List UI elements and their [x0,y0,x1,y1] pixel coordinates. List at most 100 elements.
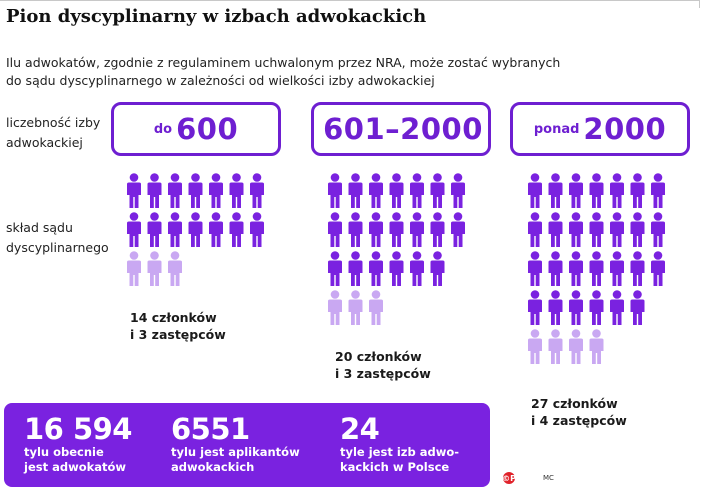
member-icon [630,290,645,325]
stat-label-line-1: tylu jest aplikantów [171,445,300,459]
caption-deputies: i 3 zastępców [335,366,431,381]
member-icon [548,290,563,325]
member-icon [229,212,244,247]
member-icon [410,212,424,247]
people-group-over-2000 [527,173,671,368]
stat-label-line-2: jest adwokatów [24,460,127,474]
group-caption-over-2000: 27 członków i 4 zastępców [531,395,627,429]
member-icon [651,251,665,286]
size-number: 600 [176,112,239,146]
member-icon [651,173,665,208]
member-icon [147,212,162,247]
chart-subtitle: Ilu adwokatów, zgodnie z regulaminem uch… [6,54,646,90]
member-icon [389,173,404,208]
stat-value: 24 [340,412,380,446]
row-label-size: liczebność izby adwokackiej [6,113,100,153]
member-icon [569,290,583,325]
size-number: 2000 [583,112,667,146]
member-icon [250,212,264,247]
deputy-icon [589,329,604,364]
caption-members: 27 członków [531,396,618,411]
member-icon [348,251,363,286]
group-caption-601-2000: 20 członków i 3 zastępców [335,348,431,382]
member-icon [630,251,645,286]
pictogram-svg [127,173,264,286]
member-icon [389,212,404,247]
member-icon [328,251,342,286]
row-label-size-line-1: liczebność izby [6,115,101,130]
member-icon [369,212,383,247]
member-icon [451,212,465,247]
member-icon [589,251,604,286]
member-icon [430,173,445,208]
member-icon [127,212,141,247]
row-label-court-line-1: skład sądu [6,220,73,235]
chart-title: Pion dyscyplinarny w izbach adwokackich [6,6,427,27]
member-icon [348,173,363,208]
member-icon [589,290,604,325]
member-icon [168,173,182,208]
deputy-icon [548,329,563,364]
member-icon [430,212,445,247]
deputy-icon [127,251,141,286]
stat-chambers: 24 tyle jest izb adwo- kackich w Polsce [340,413,459,475]
pap-logo: ©P [502,472,517,484]
size-box-up-to-600: do 600 [111,102,281,156]
member-icon [569,212,583,247]
member-icon [168,212,182,247]
caption-deputies: i 4 zastępców [531,413,627,428]
member-icon [369,251,383,286]
member-icon [127,173,141,208]
member-icon [147,173,162,208]
stat-trainees: 6551 tylu jest aplikantów adwokackich [171,413,300,475]
member-icon [548,173,563,208]
member-icon [430,251,445,286]
size-prefix: ponad [533,121,580,137]
member-icon [528,173,542,208]
people-group-601-2000 [327,173,471,329]
member-icon [209,212,223,247]
member-icon [188,212,203,247]
member-icon [451,173,465,208]
stat-value: 6551 [171,412,250,446]
caption-deputies: i 3 zastępców [130,327,226,342]
member-icon [188,173,203,208]
stat-label-line-2: kackich w Polsce [340,460,450,474]
stat-advocates: 16 594 tylu obecnie jest adwokatów [24,413,133,475]
member-icon [328,212,342,247]
subtitle-line-2: do sądu dyscyplinarnego w zależności od … [6,73,435,88]
size-number: 601–2000 [323,112,483,146]
stat-label-line-1: tyle jest izb adwo- [340,445,459,459]
deputy-icon [369,290,383,325]
member-icon [610,251,624,286]
member-icon [589,212,604,247]
row-label-court: skład sądu dyscyplinarnego [6,218,109,258]
size-prefix: do [153,121,173,137]
member-icon [651,212,665,247]
row-label-size-line-2: adwokackiej [6,135,83,150]
top-rule [0,0,700,8]
member-icon [528,251,542,286]
member-icon [569,251,583,286]
caption-members: 14 członków [130,310,217,325]
member-icon [209,173,223,208]
author-initials: MC [543,474,554,482]
member-icon [610,290,624,325]
pictogram-svg [528,173,665,364]
logo-mark: ©P [502,472,516,484]
deputy-icon [168,251,182,286]
member-icon [589,173,604,208]
member-icon [348,212,363,247]
subtitle-line-1: Ilu adwokatów, zgodnie z regulaminem uch… [6,55,561,70]
deputy-icon [528,329,542,364]
deputy-icon [147,251,162,286]
member-icon [528,212,542,247]
member-icon [528,290,542,325]
member-icon [250,173,264,208]
stats-panel: 16 594 tylu obecnie jest adwokatów 6551 … [4,403,490,487]
member-icon [610,173,624,208]
size-box-over-2000: ponad 2000 [510,102,690,156]
deputy-icon [348,290,363,325]
member-icon [630,173,645,208]
people-group-up-to-600 [126,173,270,290]
